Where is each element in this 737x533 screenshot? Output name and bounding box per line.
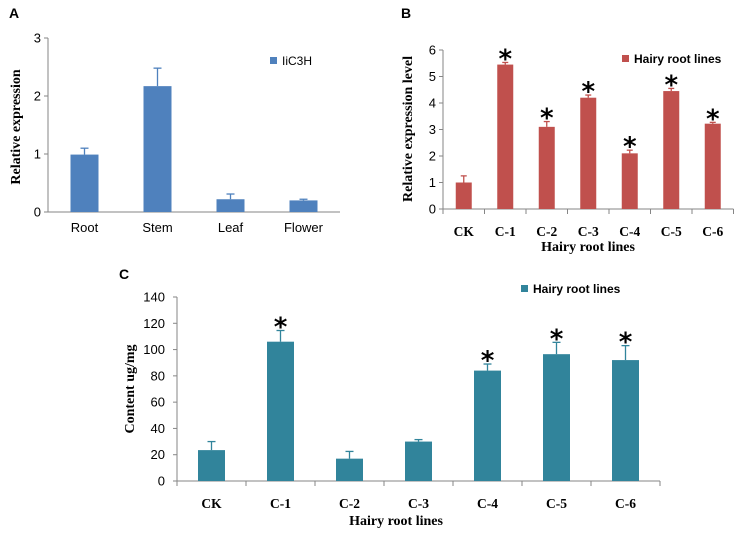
bar-c-4	[621, 153, 638, 209]
y-tick-label: 140	[143, 290, 165, 305]
x-axis-title: Hairy root lines	[349, 514, 443, 529]
y-tick-label: 20	[151, 447, 165, 462]
y-tick-label: 120	[143, 316, 165, 331]
bar-ck	[198, 450, 225, 481]
x-tick-label-root: Root	[71, 220, 99, 235]
significance-marker-c-2: *	[540, 104, 554, 134]
y-tick-label: 100	[143, 342, 165, 357]
x-tick-label-stem: Stem	[142, 220, 172, 235]
x-axis-title: Hairy root lines	[541, 240, 635, 255]
y-axis-title: Relative expression	[9, 69, 24, 184]
y-tick-label: 5	[429, 69, 436, 84]
bar-c-3	[405, 441, 432, 481]
y-tick-label: 4	[429, 96, 436, 111]
x-tick-label-leaf: Leaf	[218, 220, 244, 235]
bar-c-6	[704, 123, 721, 209]
bar-c-2	[538, 126, 555, 209]
x-tick-label-c-2: C-2	[339, 496, 360, 511]
panel-label: B	[401, 5, 411, 21]
legend-label: Hairy root lines	[634, 52, 722, 66]
y-tick-label: 80	[151, 368, 165, 383]
bar-c-4	[474, 370, 501, 481]
chart-panel-a: A 0 1 2 3 Root Stem Leaf Flower Relative expressi…	[9, 5, 340, 235]
bar-stem	[143, 86, 172, 212]
x-tick-label-c-4: C-4	[619, 224, 640, 239]
y-tick-label: 3	[429, 122, 436, 137]
legend: Hairy root lines	[521, 282, 621, 296]
bar-leaf	[216, 199, 245, 212]
y-tick-label: 2	[34, 89, 41, 104]
y-tick-label: 40	[151, 421, 165, 436]
y-tick-label: 2	[429, 149, 436, 164]
y-tick-label: 6	[429, 43, 436, 58]
bar-c-1	[267, 341, 294, 481]
x-tick-label-c-6: C-6	[702, 224, 723, 239]
x-tick-label-flower: Flower	[284, 220, 324, 235]
x-tick-label-c-5: C-5	[546, 496, 567, 511]
legend-swatch	[270, 57, 277, 64]
significance-marker-c-1: *	[274, 313, 288, 343]
bar-c-1	[497, 64, 514, 209]
significance-marker-c-6: *	[619, 328, 633, 358]
x-tick-label-ck: CK	[454, 224, 475, 239]
x-tick-label-c-3: C-3	[408, 496, 429, 511]
panel-label: C	[119, 266, 129, 282]
y-tick-label: 0	[34, 205, 41, 220]
y-tick-label: 60	[151, 395, 165, 410]
y-tick-label: 0	[429, 202, 436, 217]
significance-marker-c-4: *	[481, 346, 495, 376]
legend-swatch	[622, 55, 629, 62]
significance-marker-c-5: *	[550, 324, 564, 354]
significance-marker-c-5: *	[664, 70, 678, 100]
legend: IiC3H	[270, 54, 312, 68]
y-tick-label: 1	[34, 147, 41, 162]
significance-marker-c-4: *	[623, 132, 637, 162]
x-tick-label-c-3: C-3	[578, 224, 599, 239]
y-tick-label: 0	[158, 474, 165, 489]
legend-label: Hairy root lines	[533, 282, 621, 296]
bar-c-5	[663, 91, 680, 209]
bar-flower	[289, 200, 318, 212]
chart-panel-b: B 0 1 2 3 4 5 6 CK C-1 * C-2 * C-3 * C-4 * C-5 * C-6 * Relati…	[401, 5, 734, 255]
x-tick-label-c-5: C-5	[661, 224, 682, 239]
y-tick-label: 1	[429, 175, 436, 190]
bar-root	[70, 154, 99, 212]
x-tick-label-c-6: C-6	[615, 496, 636, 511]
legend-swatch	[521, 285, 528, 292]
bar-c-3	[580, 97, 597, 209]
x-tick-label-ck: CK	[201, 496, 222, 511]
y-tick-label: 3	[34, 31, 41, 46]
bar-c-5	[543, 354, 570, 481]
bar-ck	[455, 182, 472, 209]
significance-marker-c-1: *	[498, 44, 512, 74]
x-tick-label-c-1: C-1	[270, 496, 291, 511]
bar-c-2	[336, 458, 363, 481]
chart-panel-c: C 0 20 40 60 80 100 120 140 CK C-1 * C-2 C-3 C-4 * C-5 * C…	[119, 266, 661, 529]
y-axis-title: Content ug/mg	[123, 344, 138, 433]
y-axis-title: Relative expression level	[401, 56, 416, 202]
legend: Hairy root lines	[622, 52, 722, 66]
bar-c-6	[612, 360, 639, 481]
panel-label: A	[9, 5, 19, 21]
significance-marker-c-3: *	[581, 77, 595, 107]
x-tick-label-c-1: C-1	[495, 224, 516, 239]
legend-label: IiC3H	[282, 54, 312, 68]
x-tick-label-c-2: C-2	[536, 224, 557, 239]
significance-marker-c-6: *	[706, 104, 720, 134]
x-tick-label-c-4: C-4	[477, 496, 498, 511]
